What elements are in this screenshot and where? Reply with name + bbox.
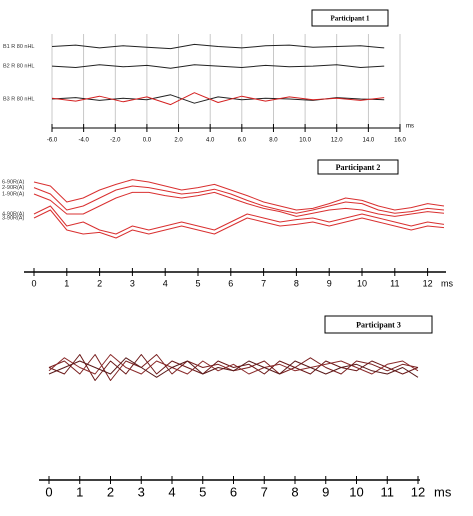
x-axis-unit: ms (406, 124, 414, 130)
trace-label: B3 R 80 nHL (3, 96, 35, 102)
x-tick-label: 12 (411, 484, 425, 499)
x-tick-label: 0 (31, 278, 36, 288)
x-tick-label: 12.0 (331, 138, 343, 144)
x-tick-label: 5 (195, 278, 200, 288)
title-box (311, 9, 389, 27)
x-axis-unit: ms (441, 278, 453, 288)
x-tick-label: -4.0 (78, 138, 89, 144)
x-axis-unit: ms (434, 484, 452, 499)
x-tick-label: 7 (261, 278, 266, 288)
x-tick-label: 16.0 (394, 138, 406, 144)
trace-label: 6-90R(A) (2, 179, 24, 185)
x-tick-label: 0.0 (143, 138, 152, 144)
x-tick-label: 0 (45, 484, 52, 499)
x-tick-label: 3 (138, 484, 145, 499)
waveform (33, 179, 445, 211)
waveform (48, 354, 419, 381)
waveform (51, 64, 385, 69)
x-tick-label: 10 (357, 278, 367, 288)
x-tick-label: 2 (107, 484, 114, 499)
x-tick-label: 3 (130, 278, 135, 288)
panel-title: Participant 1 (330, 15, 370, 23)
waveform (51, 92, 385, 106)
waveform (33, 209, 445, 239)
x-tick-label: 11 (390, 278, 399, 288)
trace-label: B2 R 80 nHL (3, 64, 35, 70)
waveform (51, 94, 385, 104)
x-tick-label: 5 (199, 484, 206, 499)
waveform (33, 185, 445, 214)
waveform (51, 43, 385, 50)
x-tick-label: 8 (291, 484, 298, 499)
x-tick-label: 9 (322, 484, 329, 499)
waveform (33, 191, 445, 217)
title-box (324, 315, 433, 334)
x-tick-label: 4 (168, 484, 175, 499)
panel-title: Participant 3 (356, 320, 401, 329)
trace-label: 3-90R(A) (2, 215, 24, 221)
x-tick-label: 7 (261, 484, 268, 499)
trace-label: 1-90R(A) (2, 191, 24, 197)
x-tick-label: 10.0 (299, 138, 311, 144)
x-tick-label: -2.0 (110, 138, 121, 144)
x-tick-label: 8.0 (269, 138, 278, 144)
x-tick-label: 4 (163, 278, 168, 288)
x-tick-label: 9 (327, 278, 332, 288)
panel-title: Participant 2 (336, 163, 381, 172)
waveform (48, 357, 419, 378)
title-box (317, 159, 399, 175)
trace-label: 4-90R(A) (2, 211, 24, 217)
x-tick-label: 12 (423, 278, 433, 288)
waveform (48, 354, 419, 375)
x-tick-label: 6 (230, 484, 237, 499)
x-tick-label: 11 (381, 484, 395, 499)
x-tick-label: 6 (228, 278, 233, 288)
x-tick-label: 1 (76, 484, 83, 499)
x-tick-label: 1 (64, 278, 69, 288)
x-tick-label: 2 (97, 278, 102, 288)
x-tick-label: 4.0 (206, 138, 215, 144)
x-tick-label: 8 (294, 278, 299, 288)
x-tick-label: 10 (349, 484, 363, 499)
trace-label: B1 R 80 nHL (3, 44, 35, 50)
x-tick-label: 14.0 (363, 138, 375, 144)
trace-label: 2-90R(A) (2, 185, 24, 191)
x-tick-label: -6.0 (47, 138, 58, 144)
x-tick-label: 6.0 (238, 138, 247, 144)
waveform (33, 205, 445, 235)
x-tick-label: 2.0 (174, 138, 183, 144)
